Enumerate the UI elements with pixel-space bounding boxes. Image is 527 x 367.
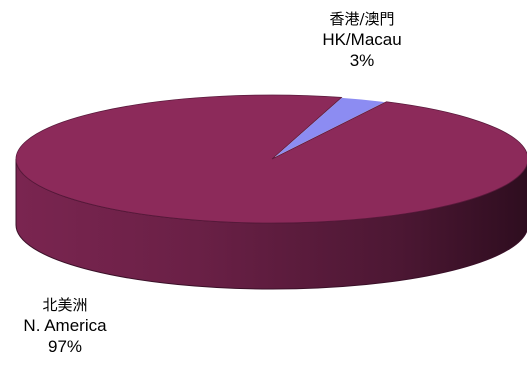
slice-label-hk-macau: 香港/澳門 HK/Macau 3% <box>307 10 417 71</box>
slice-label-n-america: 北美洲 N. America 97% <box>0 296 130 357</box>
pie-slice-n-america <box>15 94 527 224</box>
slice-label-zh: 香港/澳門 <box>329 10 395 28</box>
pie-top-face <box>15 94 527 224</box>
slice-percent-label: 3% <box>349 51 375 70</box>
slice-label-zh: 北美洲 <box>42 296 88 314</box>
slice-label-en: HK/Macau <box>322 29 402 49</box>
slice-label-en: N. America <box>23 315 107 335</box>
slice-percent-label: 97% <box>47 337 83 356</box>
